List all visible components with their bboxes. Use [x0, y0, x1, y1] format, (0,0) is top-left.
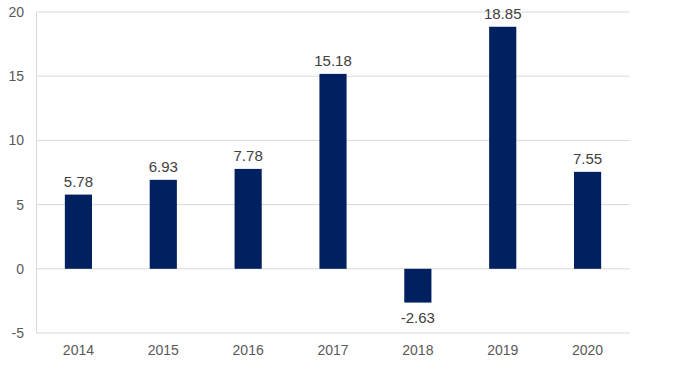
data-label: -2.63 [401, 309, 435, 326]
y-tick: 0 [16, 261, 36, 277]
data-label: 7.78 [234, 147, 263, 164]
x-axis: 2014 2015 2016 2017 2018 2019 2020 [63, 333, 604, 358]
y-tick: -5 [12, 325, 36, 341]
bar [65, 195, 92, 269]
x-tick: 2015 [148, 333, 179, 358]
plot-area: -5 0 5 10 15 20 2014 2015 2016 2017 2018 2019 2020 5.… [8, 4, 630, 358]
x-tick-label: 2016 [233, 342, 264, 358]
x-tick-label: 2015 [148, 342, 179, 358]
data-label: 15.18 [314, 52, 352, 69]
data-label: 5.78 [64, 173, 93, 190]
x-tick: 2018 [402, 333, 433, 358]
y-tick-label: 0 [16, 261, 24, 277]
x-tick-label: 2020 [572, 342, 603, 358]
x-tick: 2020 [572, 333, 603, 358]
bar [574, 172, 601, 269]
y-tick-label: 10 [8, 132, 24, 148]
x-tick-label: 2014 [63, 342, 94, 358]
y-axis-line [36, 13, 37, 334]
chart: -5 0 5 10 15 20 2014 2015 2016 2017 2018 2019 2020 5.… [0, 0, 686, 386]
y-tick: 5 [16, 197, 36, 213]
bar [319, 74, 346, 269]
x-tick: 2019 [487, 333, 518, 358]
x-tick: 2017 [317, 333, 348, 358]
y-tick: 15 [8, 68, 36, 84]
data-label: 18.85 [484, 5, 522, 22]
bar [404, 269, 431, 303]
bars [65, 27, 601, 303]
bar [489, 27, 516, 269]
y-axis: -5 0 5 10 15 20 [8, 4, 36, 341]
y-tick-label: 20 [8, 4, 24, 20]
y-tick-label: -5 [12, 325, 25, 341]
y-tick-label: 15 [8, 68, 24, 84]
x-tick-label: 2017 [317, 342, 348, 358]
x-tick-label: 2018 [402, 342, 433, 358]
data-label: 6.93 [149, 158, 178, 175]
grid-line [36, 333, 630, 334]
grid-line [36, 12, 630, 13]
y-tick: 10 [8, 132, 36, 148]
grid [36, 12, 630, 333]
y-tick: 20 [8, 4, 36, 20]
data-label: 7.55 [573, 150, 602, 167]
bar [150, 180, 177, 269]
data-labels: 5.78 6.93 7.78 15.18 -2.63 18.85 7.55 [64, 5, 602, 326]
x-tick: 2016 [233, 333, 264, 358]
x-tick-label: 2019 [487, 342, 518, 358]
y-tick-label: 5 [16, 197, 24, 213]
x-tick: 2014 [63, 333, 94, 358]
bar [235, 169, 262, 269]
